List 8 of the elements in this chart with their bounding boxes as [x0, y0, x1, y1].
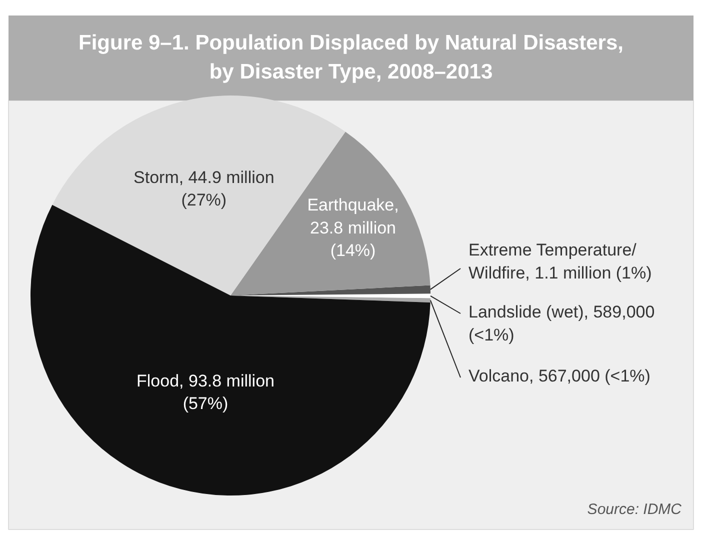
slice-label: Extreme Temperature/ Wildfire, 1.1 million (1%) [468, 240, 652, 282]
chart-title: Figure 9–1. Population Displaced by Natural Disasters, by Disaster Type, 2008–2013 [78, 32, 624, 84]
source-note: Source: IDMC [587, 501, 682, 518]
slice-label: Earthquake, 23.8 million (14%) [307, 195, 399, 260]
slice-label: Volcano, 567,000 (<1%) [468, 366, 650, 386]
slice-label: Flood, 93.8 million (57%) [136, 371, 274, 414]
slice-label: Landslide (wet), 589,000 (<1%) [468, 302, 655, 344]
slice-label: Storm, 44.9 million (27%) [134, 168, 274, 210]
